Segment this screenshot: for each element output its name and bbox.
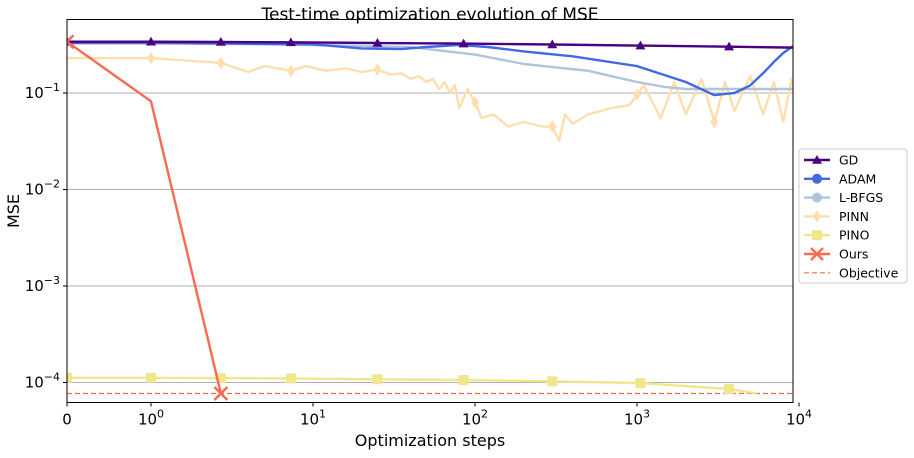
series-pinn <box>67 51 803 143</box>
data-point-pinn <box>548 120 557 133</box>
data-point-ours <box>213 386 229 401</box>
series-line-gd <box>67 40 793 49</box>
data-point-pino <box>458 375 469 386</box>
legend-box <box>798 148 908 284</box>
data-point-gd <box>372 37 383 47</box>
marker-stroke <box>213 386 229 401</box>
legend-item-ours: Ours <box>804 247 868 262</box>
x-tick-label: 102 <box>462 408 488 429</box>
legend-marker-adam <box>812 173 822 184</box>
legend-item-pinn: PINN <box>804 209 869 224</box>
marker-stroke <box>67 39 75 50</box>
legend-label-ours: Ours <box>839 247 868 262</box>
data-point-gd <box>215 36 226 46</box>
data-point-gd <box>146 36 156 46</box>
data-point-gd <box>285 37 296 47</box>
legend-marker-pinn <box>813 210 821 223</box>
data-point-pinn <box>471 96 479 109</box>
data-point-pino <box>285 373 296 384</box>
series-line-pinn <box>67 56 793 143</box>
data-point-pinn <box>633 88 641 101</box>
x-tick-label: 0 <box>62 411 72 429</box>
legend-marker-gd <box>812 155 822 164</box>
legend-item-pino: PINO <box>804 228 870 243</box>
data-point-pino <box>146 372 156 383</box>
legend-item-l-bfgs: L-BFGS <box>804 190 883 205</box>
series-gd <box>67 36 793 51</box>
data-point-pinn <box>373 63 382 76</box>
data-point-pino <box>215 373 226 384</box>
legend-label-gd: GD <box>839 153 858 168</box>
legend-item-objective: Objective <box>804 265 899 280</box>
series-pino <box>67 372 758 395</box>
data-point-pinn <box>147 51 155 65</box>
series-ours <box>67 34 229 401</box>
data-point-pino <box>372 374 383 385</box>
legend-marker-pino <box>812 230 822 241</box>
series-adam <box>67 41 793 97</box>
data-point-pino <box>724 384 735 395</box>
y-tick-label: 10−4 <box>25 371 60 392</box>
legend-label-pinn: PINN <box>839 209 869 224</box>
y-tick-label: 10−1 <box>25 81 60 102</box>
y-tick-label: 10−3 <box>25 274 60 295</box>
series-layer <box>67 34 803 401</box>
legend-item-gd: GD <box>804 153 858 168</box>
series-line-adam <box>67 41 793 97</box>
data-point-gd <box>635 40 646 50</box>
series-line-ours <box>67 40 223 394</box>
series-line-pino <box>67 376 758 395</box>
data-point-gd <box>458 38 469 48</box>
legend-label-l-bfgs: L-BFGS <box>839 190 883 205</box>
y-axis-label: MSE <box>4 194 23 228</box>
x-tick-label: 101 <box>300 408 326 429</box>
legend-label-objective: Objective <box>839 265 899 280</box>
legend: GD ADAM L-BFGS PINN PINO Ours Objective <box>798 148 908 284</box>
axes-frame <box>66 19 794 403</box>
data-point-pino <box>547 376 558 387</box>
x-tick-label: 103 <box>624 408 650 429</box>
data-point-pinn <box>710 115 719 129</box>
x-tick-label: 104 <box>786 408 812 429</box>
data-point-pinn <box>216 56 225 70</box>
data-point-gd <box>547 39 558 49</box>
x-tick-label: 100 <box>138 408 164 429</box>
data-point-pinn <box>286 64 295 78</box>
series-line-l-bfgs <box>67 41 793 91</box>
data-point-pinn <box>795 102 803 115</box>
legend-marker-l-bfgs <box>812 192 822 203</box>
grid-layer <box>67 92 793 383</box>
y-tick-label: 10−2 <box>25 178 60 199</box>
data-point-gd <box>724 41 735 51</box>
marker-stroke <box>67 34 75 44</box>
legend-marker-ours <box>810 247 824 261</box>
data-point-pino <box>67 372 72 383</box>
legend-label-pino: PINO <box>839 228 870 243</box>
legend-item-adam: ADAM <box>804 171 876 186</box>
series-l-bfgs <box>67 41 793 91</box>
legend-label-adam: ADAM <box>839 171 876 186</box>
chart-title: Test-time optimization evolution of MSE <box>261 5 599 25</box>
data-point-pino <box>635 378 646 389</box>
x-axis-label: Optimization steps <box>355 431 505 450</box>
data-point-ours <box>67 34 75 50</box>
ticks-layer: 10−4 10−3 10−2 10−1 0 100 101 102 103 104 <box>25 81 812 429</box>
marker-stroke <box>810 247 824 261</box>
